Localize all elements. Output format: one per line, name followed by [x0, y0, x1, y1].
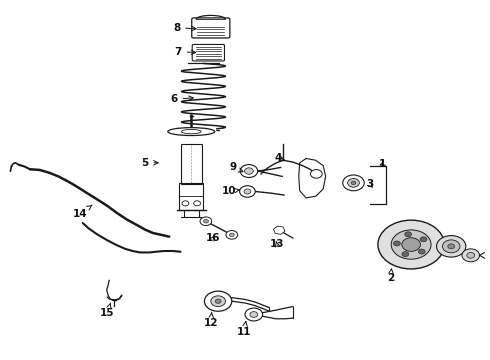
Circle shape: [245, 168, 253, 174]
Circle shape: [442, 240, 460, 253]
Text: 12: 12: [203, 312, 218, 328]
Text: 16: 16: [206, 233, 220, 243]
Circle shape: [240, 186, 255, 197]
Text: 13: 13: [270, 239, 284, 249]
Circle shape: [226, 230, 238, 239]
Circle shape: [418, 249, 425, 254]
Polygon shape: [299, 158, 326, 198]
Circle shape: [250, 312, 258, 318]
FancyBboxPatch shape: [192, 18, 230, 38]
Text: 4: 4: [274, 153, 285, 163]
Circle shape: [351, 181, 356, 185]
Circle shape: [211, 296, 225, 307]
Circle shape: [182, 201, 189, 206]
Circle shape: [462, 249, 480, 262]
Text: 15: 15: [100, 303, 115, 318]
Circle shape: [393, 241, 400, 246]
Text: 2: 2: [387, 269, 394, 283]
Circle shape: [240, 165, 258, 177]
Text: 10: 10: [222, 186, 240, 197]
Circle shape: [347, 179, 359, 187]
Text: 5: 5: [141, 158, 158, 168]
Circle shape: [437, 235, 466, 257]
Circle shape: [245, 308, 263, 321]
Text: 3: 3: [366, 179, 373, 189]
Text: 8: 8: [173, 23, 196, 33]
Circle shape: [343, 175, 364, 191]
Circle shape: [391, 230, 431, 259]
Ellipse shape: [168, 128, 215, 135]
Text: 14: 14: [73, 205, 92, 219]
Circle shape: [378, 220, 444, 269]
Circle shape: [405, 232, 412, 237]
Circle shape: [215, 299, 221, 303]
Circle shape: [448, 244, 455, 249]
Circle shape: [402, 238, 420, 251]
Circle shape: [200, 217, 212, 226]
Circle shape: [203, 220, 208, 223]
Circle shape: [311, 170, 322, 178]
Circle shape: [467, 252, 475, 258]
Circle shape: [204, 291, 232, 311]
Text: 9: 9: [229, 162, 243, 172]
FancyBboxPatch shape: [180, 144, 202, 184]
Text: 1: 1: [379, 159, 387, 169]
Circle shape: [402, 252, 409, 257]
FancyBboxPatch shape: [192, 44, 224, 61]
Circle shape: [194, 201, 200, 206]
Text: 6: 6: [171, 94, 193, 104]
Text: 11: 11: [237, 321, 251, 337]
Circle shape: [229, 233, 234, 237]
Text: 7: 7: [174, 46, 196, 57]
Circle shape: [420, 237, 427, 242]
Circle shape: [244, 189, 251, 194]
Polygon shape: [179, 183, 203, 211]
